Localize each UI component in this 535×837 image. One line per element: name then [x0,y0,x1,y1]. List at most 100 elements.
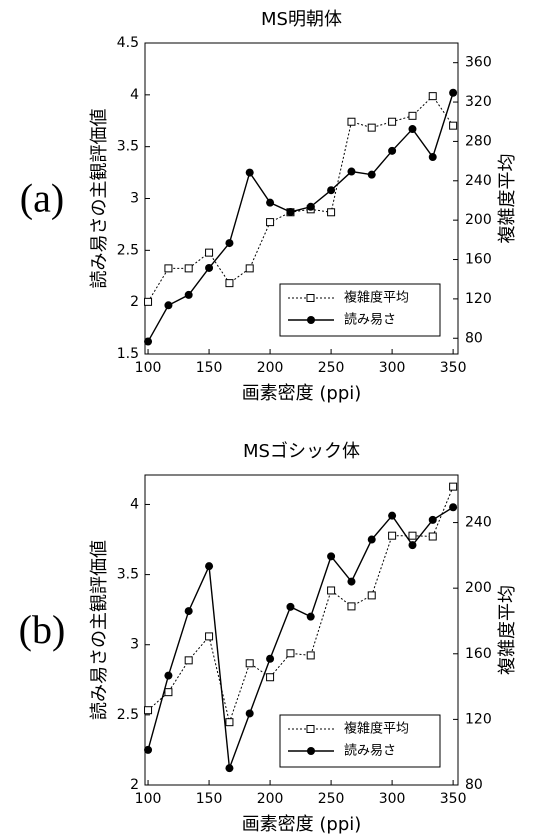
legend-label: 複雑度平均 [344,290,409,306]
y-tick-label: 2.5 [117,707,139,723]
marker [144,706,153,715]
x-tick-label: 150 [196,791,223,807]
marker [347,602,356,611]
x-tick-label: 250 [318,360,345,376]
marker [266,654,275,663]
marker [205,248,214,257]
marker [428,153,437,162]
y-tick-label: 3.5 [117,567,139,583]
y-axis-label: 読み易さの主観評価値 [89,540,110,720]
marker [184,607,193,616]
legend-label: 複雑度平均 [344,721,409,737]
x-tick-label: 150 [196,360,223,376]
x-tick-label: 250 [318,791,345,807]
marker [347,577,356,586]
marker [245,659,254,668]
marker [225,718,234,727]
x-axis-label: 画素密度 (ppi) [242,814,362,835]
x-tick-label: 200 [257,360,284,376]
marker [449,121,458,130]
y-tick-label: 2.5 [117,242,139,258]
x-tick-label: 300 [379,360,406,376]
y2-tick-label: 240 [465,173,492,189]
marker [449,88,458,97]
marker [184,290,193,299]
marker [408,125,417,134]
marker [428,92,437,101]
marker [347,167,356,176]
x-tick-label: 100 [135,360,162,376]
marker [266,673,275,682]
marker [327,208,336,217]
chart-title: MSゴシック体 [243,441,360,462]
marker [367,535,376,544]
y-tick-label: 3.5 [117,139,139,155]
marker [225,239,234,248]
y2-tick-label: 200 [465,580,492,596]
marker [245,168,254,177]
marker [144,337,153,346]
marker [367,591,376,600]
y-tick-label: 3 [130,637,139,653]
y2-tick-label: 80 [465,330,483,346]
legend-marker [307,316,315,324]
marker [367,170,376,179]
y2-tick-label: 120 [465,291,492,307]
marker [408,541,417,550]
marker [164,688,173,697]
legend-marker [306,725,315,733]
plot-frame [144,474,459,786]
marker [449,482,458,491]
panel-label: (a) [20,176,64,221]
legend-marker [306,294,315,302]
y2-axis-label: 複雑度平均 [497,585,518,675]
marker [327,586,336,595]
y2-axis-label: 複雑度平均 [497,154,518,244]
legend-label: 読み易さ [344,743,396,759]
y2-tick-label: 160 [465,646,492,662]
marker [184,264,193,273]
marker [205,263,214,272]
panel-label: (b) [19,607,66,652]
marker [164,264,173,273]
y-tick-label: 4.5 [117,35,139,51]
marker [367,123,376,132]
chart-title: MS明朝体 [261,9,342,30]
series-line [147,92,454,342]
legend-box [279,714,441,768]
marker [388,117,397,126]
x-axis-label: 画素密度 (ppi) [242,383,362,404]
y2-tick-label: 120 [465,711,492,727]
marker [266,218,275,227]
x-tick-label: 300 [379,791,406,807]
x-tick-label: 200 [257,791,284,807]
y-tick-label: 4 [130,87,139,103]
marker [205,632,214,641]
marker [286,649,295,658]
legend-label: 読み易さ [344,312,396,328]
x-tick-label: 350 [440,360,467,376]
marker [408,531,417,540]
marker [184,656,193,665]
y-axis-label: 読み易さの主観評価値 [89,109,110,289]
y-tick-label: 2 [130,294,139,310]
marker [428,515,437,524]
marker [245,264,254,273]
legend-marker [307,747,315,755]
marker [388,531,397,540]
marker [327,552,336,561]
marker [306,202,315,211]
series-line [147,95,454,303]
marker [245,709,254,718]
y-tick-label: 2 [130,777,139,793]
marker [306,651,315,660]
marker [164,671,173,680]
series-line [147,486,454,724]
y-tick-label: 3 [130,191,139,207]
series-line [147,506,454,769]
y2-tick-label: 80 [465,777,483,793]
y2-tick-label: 280 [465,133,492,149]
marker [164,301,173,310]
x-tick-label: 100 [135,791,162,807]
